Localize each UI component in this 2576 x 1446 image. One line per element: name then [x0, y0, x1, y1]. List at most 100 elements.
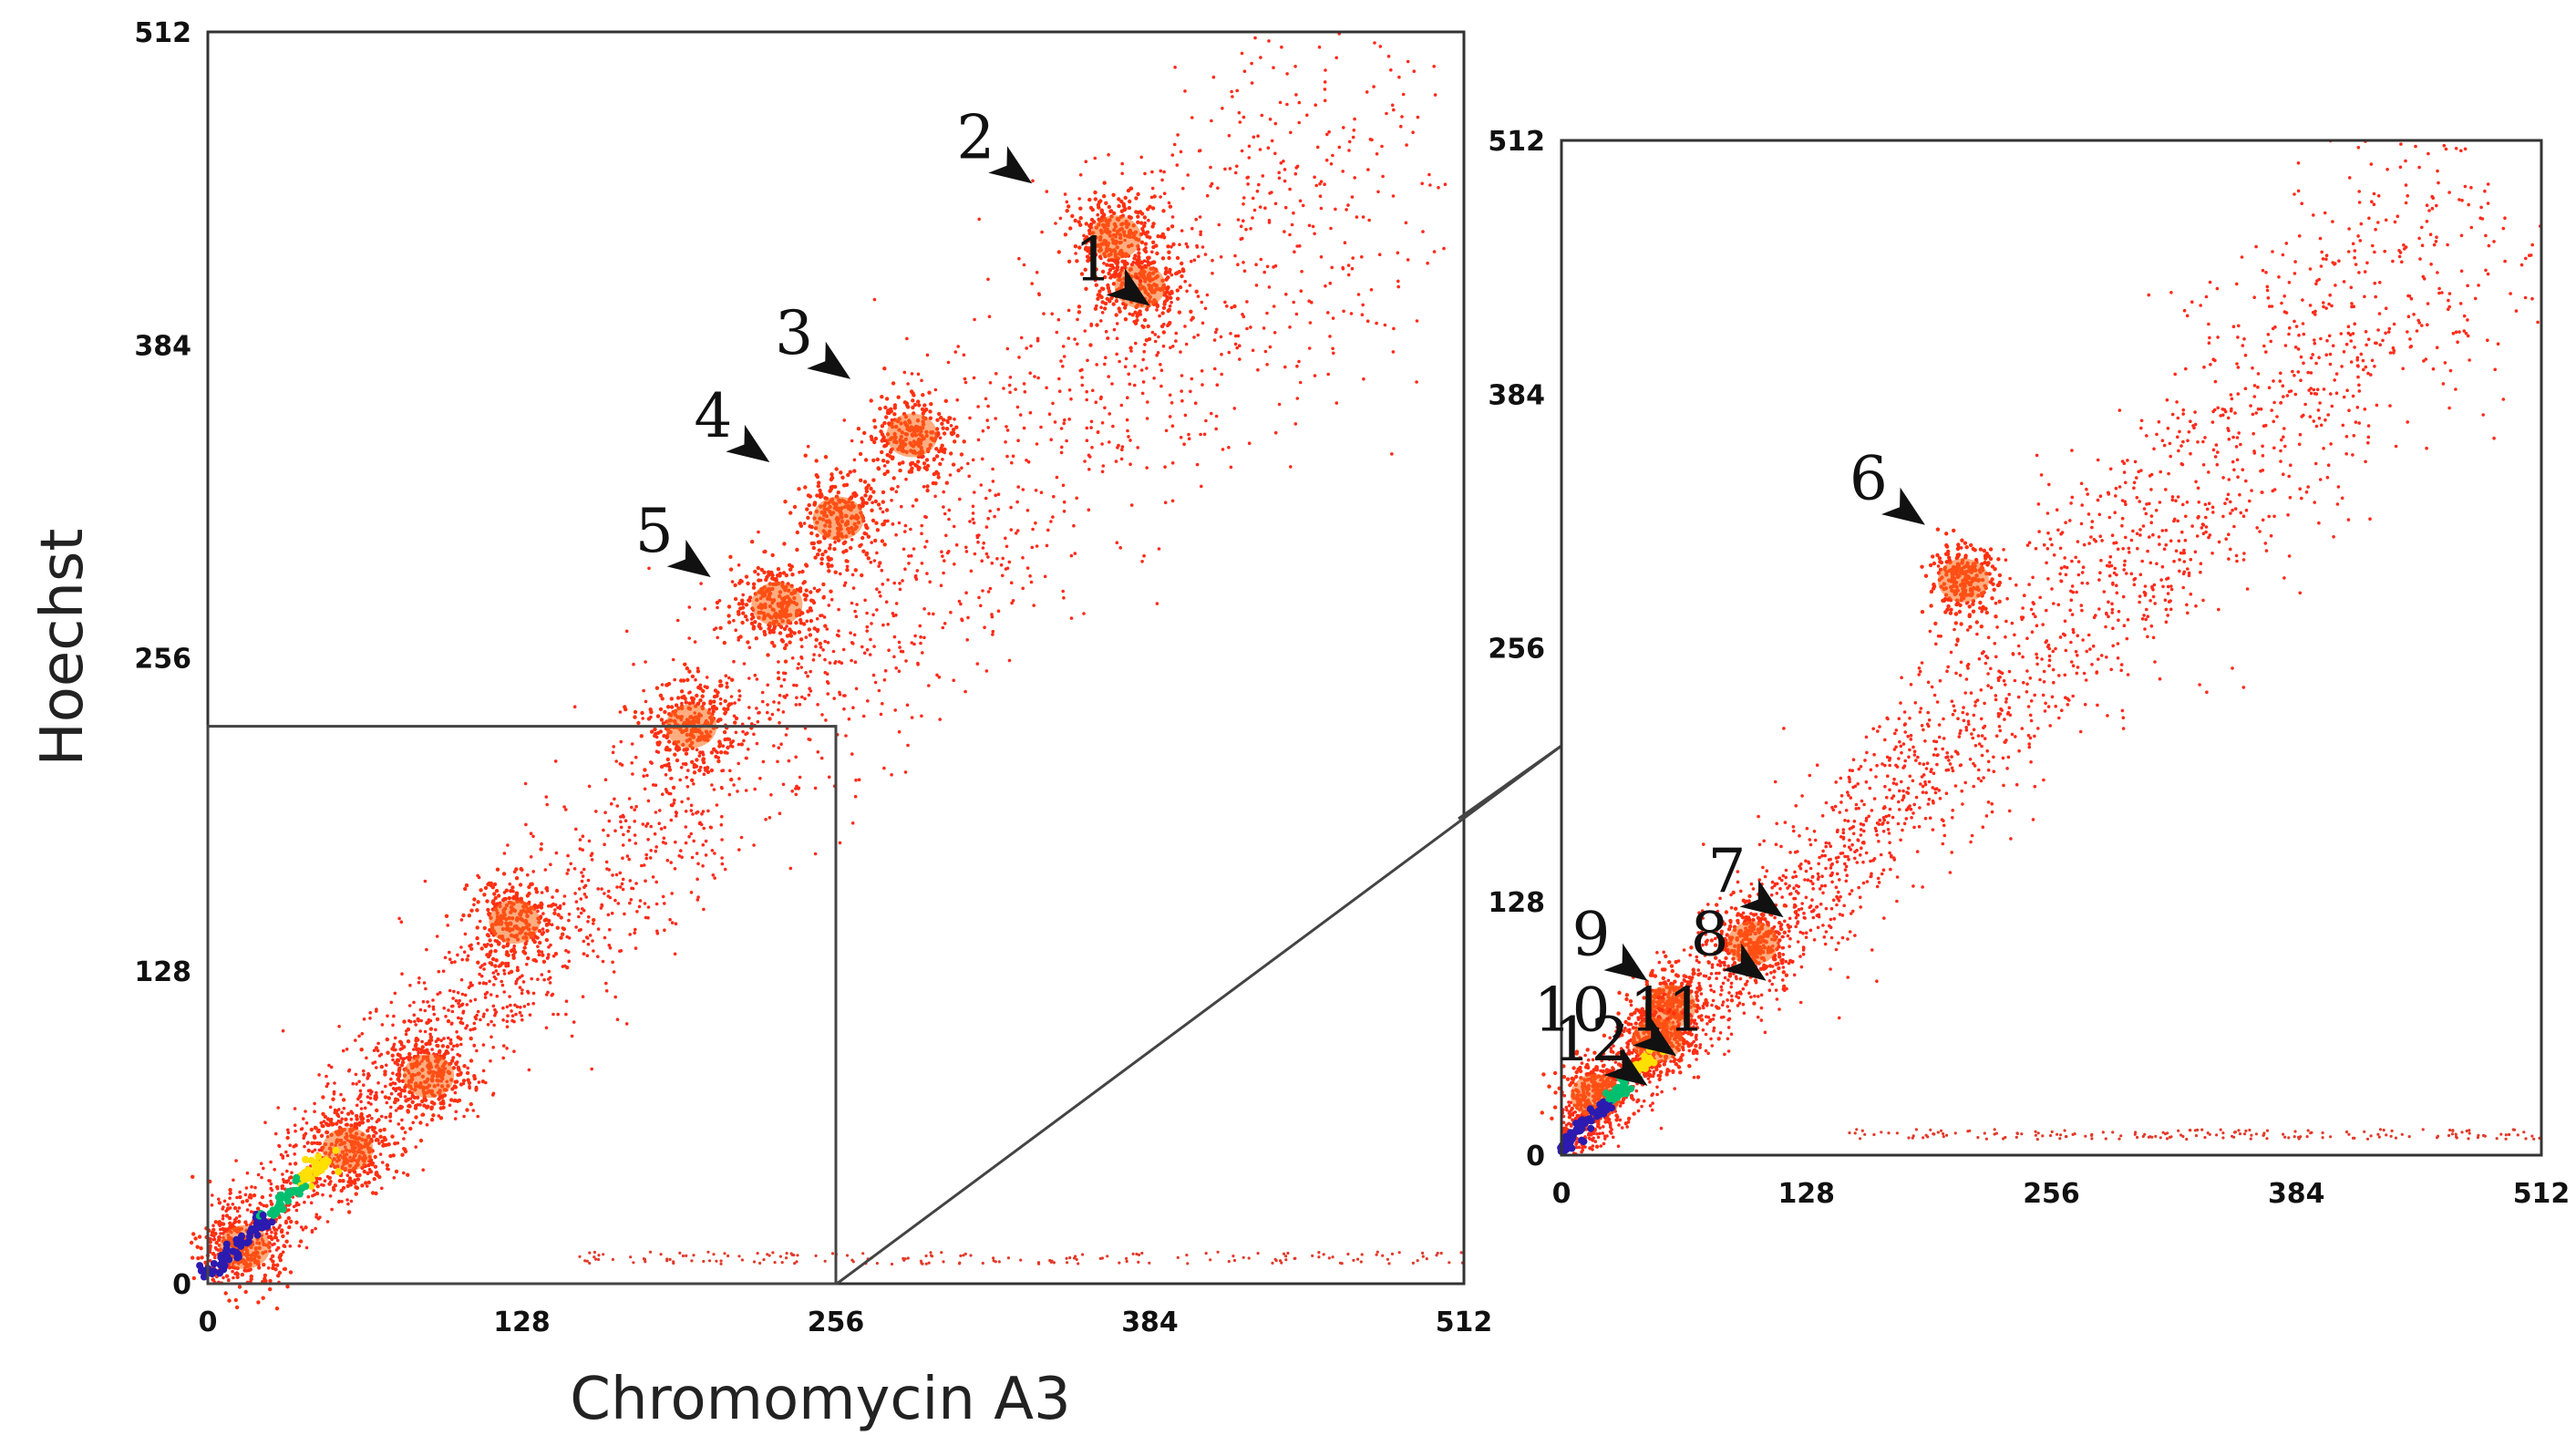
scatter-point: [234, 1159, 238, 1162]
scatter-point: [720, 814, 724, 819]
cluster-point: [809, 590, 813, 594]
scatter-point: [1190, 259, 1193, 263]
cluster-point: [659, 764, 665, 769]
scatter-point: [643, 902, 647, 905]
scatter-point: [389, 1105, 393, 1110]
scatter-point: [540, 950, 544, 954]
scatter-point: [627, 857, 631, 862]
scatter-point: [469, 1028, 472, 1032]
scatter-point: [1200, 300, 1204, 305]
scatter-point: [879, 507, 882, 511]
cluster-point: [475, 908, 479, 913]
scatter-point: [673, 798, 676, 802]
scatter-point: [1210, 119, 1213, 123]
cluster-point: [932, 457, 937, 461]
scatter-point: [450, 1048, 454, 1051]
scatter-point: [967, 474, 971, 479]
cluster-point: [880, 539, 885, 543]
cluster-point: [675, 696, 681, 700]
scatter-point: [1150, 250, 1154, 254]
scatter-point: [999, 563, 1004, 567]
cluster-point: [1163, 271, 1168, 276]
scatter-point: [1031, 527, 1035, 532]
scatter-point: [1323, 80, 1327, 84]
cluster-point: [733, 720, 737, 725]
scatter-point: [850, 752, 854, 756]
scatter-point: [873, 680, 878, 685]
scatter-point: [943, 511, 947, 516]
scatter-point: [564, 808, 568, 811]
cluster-point: [729, 740, 734, 745]
cluster-point: [881, 500, 885, 504]
scatter-point: [621, 887, 625, 892]
scatter-point: [1247, 156, 1252, 160]
cluster-point: [823, 455, 829, 460]
scatter-point: [708, 825, 713, 830]
cluster-point: [882, 367, 887, 371]
scatter-point: [531, 834, 535, 839]
cluster-point: [191, 1276, 196, 1281]
scatter-point: [1017, 256, 1021, 261]
cluster-point: [684, 700, 688, 705]
scatter-point: [669, 861, 673, 864]
scatter-point: [1342, 309, 1345, 314]
scatter-point: [1205, 193, 1210, 198]
scatter-point: [662, 836, 666, 841]
scatter-point: [1209, 165, 1212, 170]
scatter-point: [309, 1201, 314, 1205]
cluster-point: [467, 914, 471, 918]
scatter-point: [711, 873, 716, 877]
scatter-point: [826, 641, 830, 645]
scatter-point: [913, 634, 917, 638]
cluster-point: [934, 454, 940, 459]
cluster-point: [479, 946, 484, 951]
scatter-point: [627, 797, 632, 800]
cluster-point: [800, 569, 805, 574]
scatter-point: [1346, 263, 1351, 267]
cluster-point: [320, 1123, 325, 1129]
scatter-point: [877, 688, 881, 693]
scatter-point: [542, 977, 546, 982]
scatter-point: [459, 1042, 463, 1047]
scatter-point: [588, 934, 592, 937]
cluster-point: [924, 408, 929, 412]
scatter-point: [881, 702, 884, 706]
scatter-point: [938, 718, 942, 721]
cluster-point: [380, 1139, 385, 1144]
scatter-point: [1190, 226, 1194, 231]
scatter-point: [365, 1056, 368, 1060]
cluster-point: [695, 693, 699, 698]
scatter-point: [317, 1148, 322, 1152]
cluster-point: [469, 946, 474, 951]
cluster-point: [366, 1180, 371, 1185]
cluster-point: [1112, 211, 1117, 216]
scatter-point: [467, 986, 471, 989]
scatter-point: [701, 842, 706, 847]
cluster-point: [675, 758, 680, 763]
scatter-point: [1325, 132, 1329, 137]
scatter-point: [654, 902, 659, 906]
scatter-point: [1420, 181, 1424, 186]
scatter-point: [916, 372, 921, 377]
scatter-point: [794, 703, 799, 707]
scatter-point: [1022, 263, 1026, 267]
cluster-point: [716, 759, 721, 764]
scatter-point: [245, 1171, 250, 1175]
scatter-point: [520, 988, 524, 992]
cluster-point: [925, 463, 931, 469]
scatter-point: [633, 820, 636, 823]
scatter-point: [288, 1182, 293, 1185]
scatter-point: [1069, 553, 1074, 558]
scatter-point: [619, 820, 623, 824]
cluster-point: [726, 614, 731, 618]
scatter-point: [725, 681, 729, 686]
scatter-point: [758, 776, 762, 780]
scatter-point: [375, 1066, 378, 1069]
scatter-point: [736, 790, 739, 793]
scatter-point: [991, 480, 995, 483]
scatter-point: [737, 689, 741, 693]
scatter-point: [1059, 450, 1064, 455]
scatter-point: [342, 1106, 346, 1110]
scatter-point: [785, 625, 788, 628]
scatter-point: [941, 458, 944, 461]
